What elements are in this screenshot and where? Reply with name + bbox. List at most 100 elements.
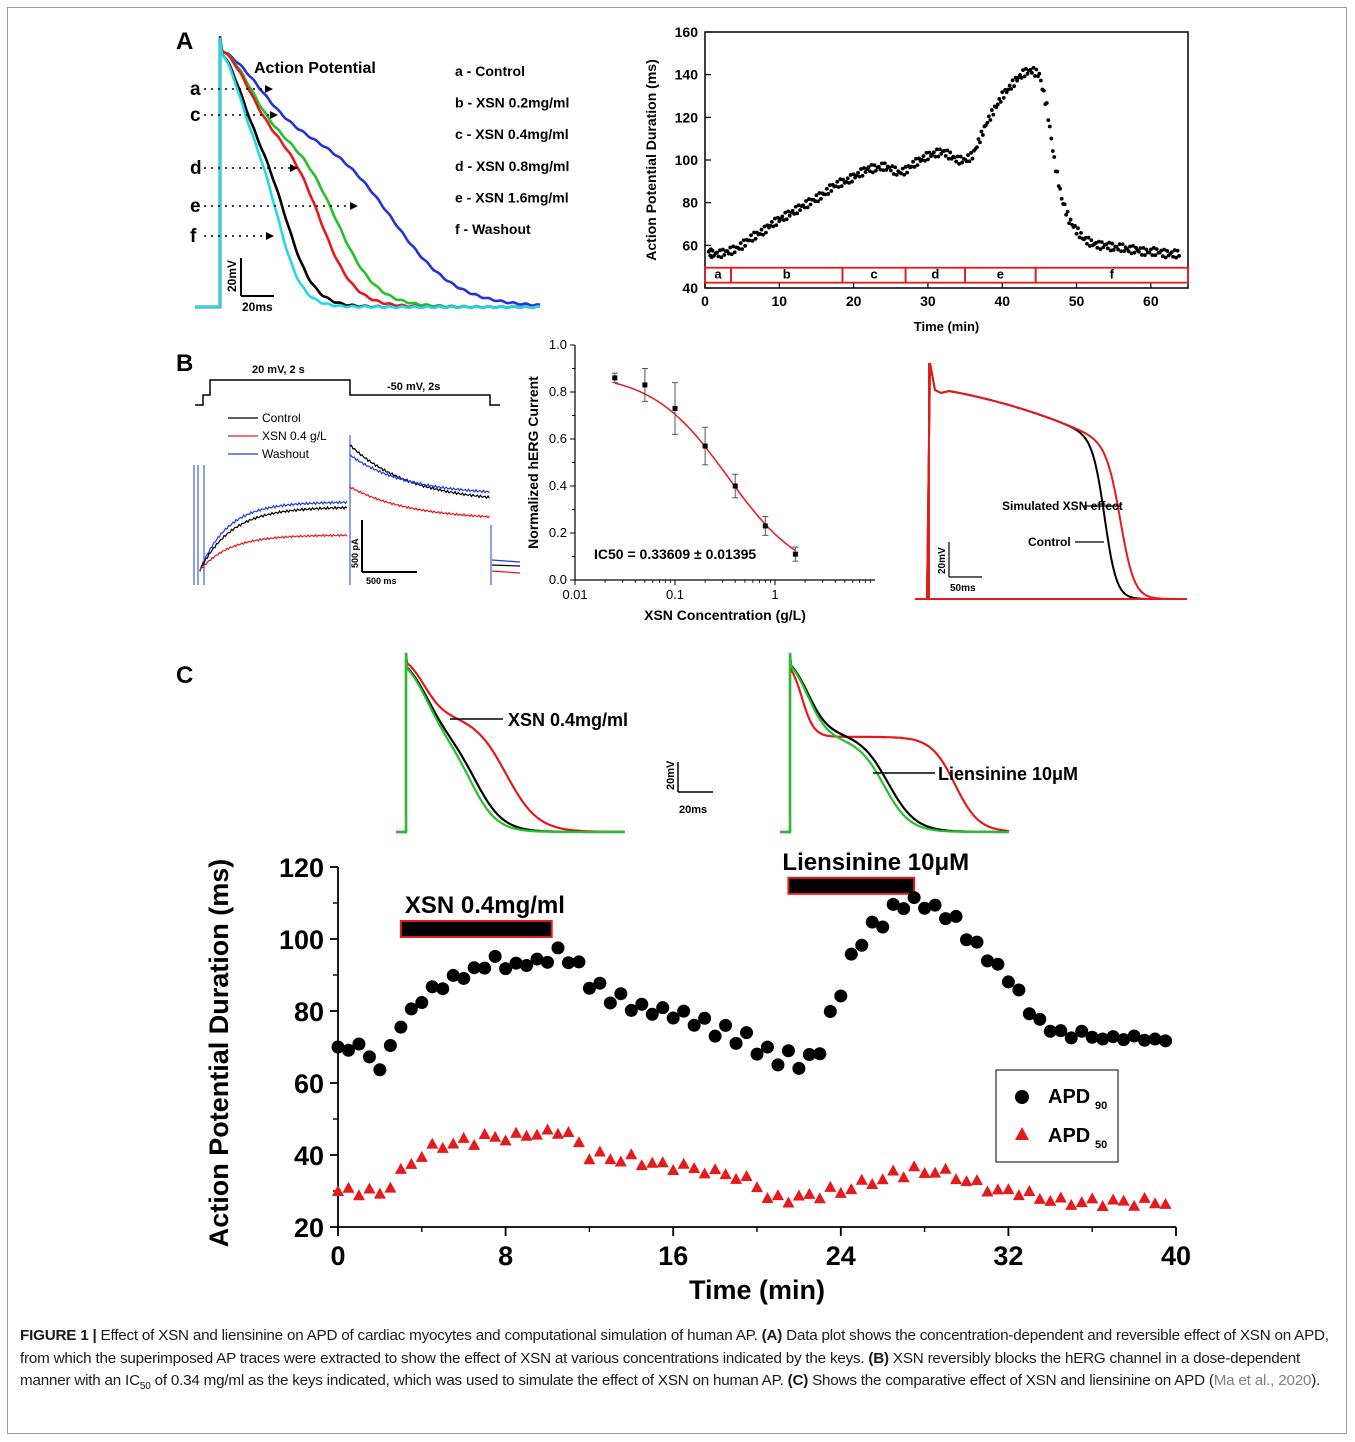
xsn-trace-step1 (199, 533, 348, 571)
data-point (1076, 226, 1080, 231)
apd50-point (593, 1145, 606, 1157)
data-point (1024, 66, 1028, 71)
trace-f-washout (195, 37, 541, 310)
data-point (850, 179, 855, 184)
data-point (1172, 248, 1177, 253)
data-point (1114, 244, 1119, 249)
protocol-step1: 20 mV, 2 s (252, 364, 305, 376)
apd50-point (457, 1131, 470, 1143)
apd90-point (719, 1018, 733, 1032)
data-point (866, 165, 871, 170)
legend-apd90-label: APD (1048, 1086, 1090, 1108)
apd90-point (541, 955, 554, 969)
data-point (997, 96, 1002, 101)
apd90-point (572, 955, 586, 969)
apd50-point (929, 1166, 942, 1178)
data-point (792, 211, 797, 216)
data-point (869, 163, 874, 167)
data-point (921, 154, 926, 158)
data-point (868, 169, 872, 174)
apd90-point (729, 1036, 743, 1050)
data-point (826, 192, 831, 196)
data-point (829, 189, 834, 193)
data-point (783, 210, 788, 215)
data-point (1067, 221, 1072, 226)
data-point (786, 209, 791, 214)
sim-scale-t: 50ms (950, 583, 976, 594)
apd50-point (991, 1183, 1004, 1195)
apd90-point (582, 981, 596, 995)
apd50-point (468, 1138, 481, 1150)
data-point (774, 223, 779, 228)
control-trace-step1 (199, 505, 348, 572)
apd90-point (603, 996, 617, 1010)
trace-letter-c: c (190, 105, 201, 126)
data-point (1165, 249, 1170, 253)
panel-c-scale-bar: 20mV 20ms (665, 760, 713, 816)
data-point (716, 254, 721, 259)
apd90-point (750, 1047, 764, 1061)
apd50-point (855, 1173, 868, 1185)
data-point (1110, 241, 1115, 246)
data-point (931, 150, 936, 155)
data-point (976, 137, 981, 142)
caption-citation-link[interactable]: Ma et al., 2020 (1213, 1372, 1312, 1389)
legend-apd50-sub: 50 (1095, 1139, 1107, 1151)
apd90-point (834, 989, 848, 1003)
data-point (1150, 253, 1155, 258)
apd90-point (1085, 1030, 1099, 1044)
y-axis-label: Action Potential Duration (ms) (643, 59, 659, 260)
data-point (1098, 247, 1103, 252)
segment-label-a: a (714, 267, 722, 282)
apd90-point (792, 1061, 806, 1075)
data-point (882, 161, 887, 166)
xsn-trace-tail (349, 484, 490, 519)
apd50-point (415, 1150, 428, 1162)
legend-item-2: c - XSN 0.4mg/ml (455, 126, 569, 142)
data-point (790, 208, 795, 213)
data-point (827, 183, 832, 188)
data-point (719, 255, 724, 260)
data-point (1046, 118, 1051, 123)
data-point (998, 100, 1003, 104)
drug-bar-label-1: Liensinine 10μM (782, 849, 969, 876)
data-point (995, 102, 1000, 107)
data-point (780, 214, 785, 219)
apd50-point (583, 1153, 596, 1165)
legend-item-4: e - XSN 1.6mg/ml (455, 189, 569, 205)
data-point (1034, 67, 1039, 72)
data-point (978, 140, 982, 145)
c-left-label: XSN 0.4mg/ml (508, 710, 628, 730)
data-point (924, 150, 929, 155)
data-point (1128, 244, 1132, 249)
apd50-point (1012, 1189, 1025, 1201)
apd90-point (865, 915, 879, 929)
data-point (926, 157, 930, 162)
data-point (1119, 249, 1124, 254)
data-point (915, 163, 920, 168)
data-point (878, 167, 883, 172)
data-point (1015, 78, 1019, 83)
apd50-point (751, 1181, 763, 1193)
apd90-point (1117, 1033, 1131, 1047)
apd90-point (425, 980, 439, 994)
apd50-point (604, 1153, 617, 1165)
apd50-point (1054, 1191, 1067, 1203)
ic50-annotation: IC50 = 0.33609 ± 0.01395 (594, 546, 756, 562)
data-point (758, 232, 762, 236)
data-point (807, 197, 811, 201)
legend-item-0: a - Control (455, 63, 525, 79)
data-point (942, 149, 947, 153)
data-point (672, 405, 678, 411)
data-point (891, 172, 896, 176)
apd50-point (478, 1127, 491, 1139)
y-tick-label: 120 (279, 853, 324, 883)
legend-apd90-marker (1015, 1090, 1029, 1104)
protocol-step2: -50 mV, 2s (387, 381, 440, 393)
data-point (1044, 101, 1049, 105)
y-tick-label: 120 (675, 109, 699, 125)
data-point (612, 375, 618, 381)
apd50-point (730, 1172, 743, 1184)
data-point (1143, 253, 1147, 257)
data-point (761, 232, 765, 237)
